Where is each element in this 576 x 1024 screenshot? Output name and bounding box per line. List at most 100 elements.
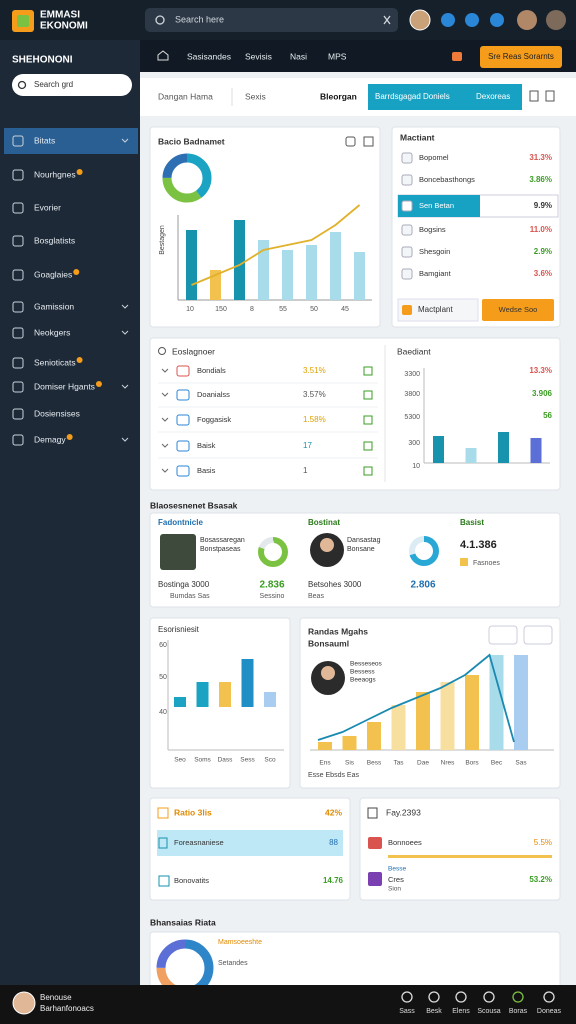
badge [66, 434, 73, 440]
menu-item[interactable]: Evorier [34, 202, 61, 212]
trend-line [317, 653, 515, 743]
footer-icon [543, 991, 555, 1003]
menu-icon [12, 434, 24, 446]
icon [402, 305, 412, 315]
row-icon [176, 465, 190, 477]
dropdown[interactable] [488, 625, 518, 645]
nav-link[interactable]: MPS [328, 51, 347, 61]
icon [367, 807, 378, 819]
person-text: Bonsane [347, 546, 375, 553]
footer-icon [483, 991, 495, 1003]
menu-item[interactable]: Demagy [34, 434, 66, 444]
x-label: Dae [417, 760, 429, 767]
button[interactable] [482, 299, 554, 321]
nav-link[interactable]: Nasi [290, 51, 307, 61]
stat-value: 42% [325, 807, 342, 817]
footer-link[interactable]: Sass [399, 1008, 415, 1015]
button-label[interactable]: Wedse Soo [499, 305, 538, 314]
row-label: Foggasisk [197, 415, 231, 424]
chevron [161, 468, 169, 473]
search-icon [17, 80, 27, 90]
footer-link[interactable]: Boras [509, 1008, 528, 1015]
row-label: Boncebasthongs [419, 175, 475, 184]
bar [264, 692, 276, 707]
bar [318, 742, 332, 750]
search-box[interactable] [145, 8, 398, 32]
axis-label: 3800 [404, 391, 420, 398]
stat-value: 4.1.386 [460, 539, 497, 551]
person-text: Bumdas Sas [170, 593, 210, 600]
button-label[interactable]: Sre Reas Sorarnts [488, 52, 554, 61]
menu-item[interactable]: Domiser Hgants [34, 381, 95, 391]
bar [306, 245, 317, 300]
x-label: Sess [240, 757, 255, 764]
menu-icon [12, 357, 24, 369]
bar [342, 736, 357, 750]
bar [367, 722, 381, 750]
card-title: Bonsauml [308, 638, 349, 648]
axis-label: 60 [159, 642, 167, 649]
menu-icon [12, 202, 24, 214]
stat-value: 2.836 [259, 580, 284, 591]
menu-item[interactable]: Goaglaies [34, 269, 72, 279]
bar [354, 252, 365, 300]
person-text: Bostinga 3000 [158, 580, 210, 589]
footer-link[interactable]: Besk [426, 1008, 442, 1015]
menu-item[interactable]: Senioticats [34, 357, 76, 367]
menu-item[interactable]: Nourhgnes [34, 169, 76, 179]
search-placeholder[interactable]: Search here [175, 14, 224, 24]
note: Beeaogs [350, 677, 376, 684]
tab[interactable]: Bleorgan [320, 91, 357, 101]
footer-link[interactable]: Doneas [537, 1008, 562, 1015]
card-title: Randas Mgahs [308, 626, 368, 636]
row-value: 3.51% [303, 366, 326, 375]
nav-link[interactable]: Sasisandes [187, 51, 231, 61]
search-placeholder[interactable]: Search grd [34, 80, 73, 89]
card-title: Fay.2393 [386, 807, 421, 817]
home-icon [157, 50, 169, 61]
card-title: Bacio Badnamet [158, 136, 225, 146]
x-label: 50 [310, 306, 318, 313]
footer-link[interactable]: Elens [452, 1008, 470, 1015]
tab[interactable]: Dexoreas [476, 92, 510, 101]
tab[interactable]: Barrdsgagad Doniels [375, 92, 450, 101]
axis-label: 3300 [404, 371, 420, 378]
menu-icon [12, 381, 24, 393]
card-title: Baediant [397, 346, 431, 356]
dropdown[interactable] [523, 625, 553, 645]
avatar [409, 9, 431, 31]
menu-item[interactable]: Bitats [34, 135, 55, 145]
person-text: Beas [308, 593, 324, 600]
row-icon [401, 200, 413, 212]
row-value: 31.3% [529, 153, 552, 162]
chevron [161, 368, 169, 373]
x-label: Sas [515, 760, 527, 767]
chevron [121, 437, 129, 442]
menu-item[interactable]: Dosiensises [34, 408, 80, 418]
row-icon [176, 414, 190, 426]
row-highlight [398, 195, 480, 217]
menu-item[interactable]: Bosglatists [34, 235, 75, 245]
menu-item[interactable]: Neokgers [34, 327, 70, 337]
nav-link[interactable]: Sevisis [245, 51, 272, 61]
row-icon [363, 441, 373, 451]
tab[interactable]: Dangan Hama [158, 91, 213, 101]
row-value: 9.9% [534, 201, 552, 210]
tab-active[interactable] [368, 84, 522, 110]
menu-icon [12, 408, 24, 420]
primary-button[interactable] [480, 46, 562, 68]
bar [210, 270, 221, 300]
row-label: Baisk [197, 441, 216, 450]
sidebar-search[interactable] [12, 74, 132, 96]
search-icon [158, 347, 166, 355]
menu-item[interactable]: Gamission [34, 301, 74, 311]
user-role: Barhanfonoacs [40, 1004, 94, 1013]
bar [196, 682, 209, 707]
avatar [12, 991, 36, 1015]
menu-active[interactable] [4, 128, 138, 154]
donut-segment [162, 153, 212, 203]
chevron [121, 304, 129, 309]
x-label: Bess [367, 760, 382, 767]
tab[interactable]: Sexis [245, 91, 266, 101]
footer-link[interactable]: Scousa [477, 1008, 500, 1015]
